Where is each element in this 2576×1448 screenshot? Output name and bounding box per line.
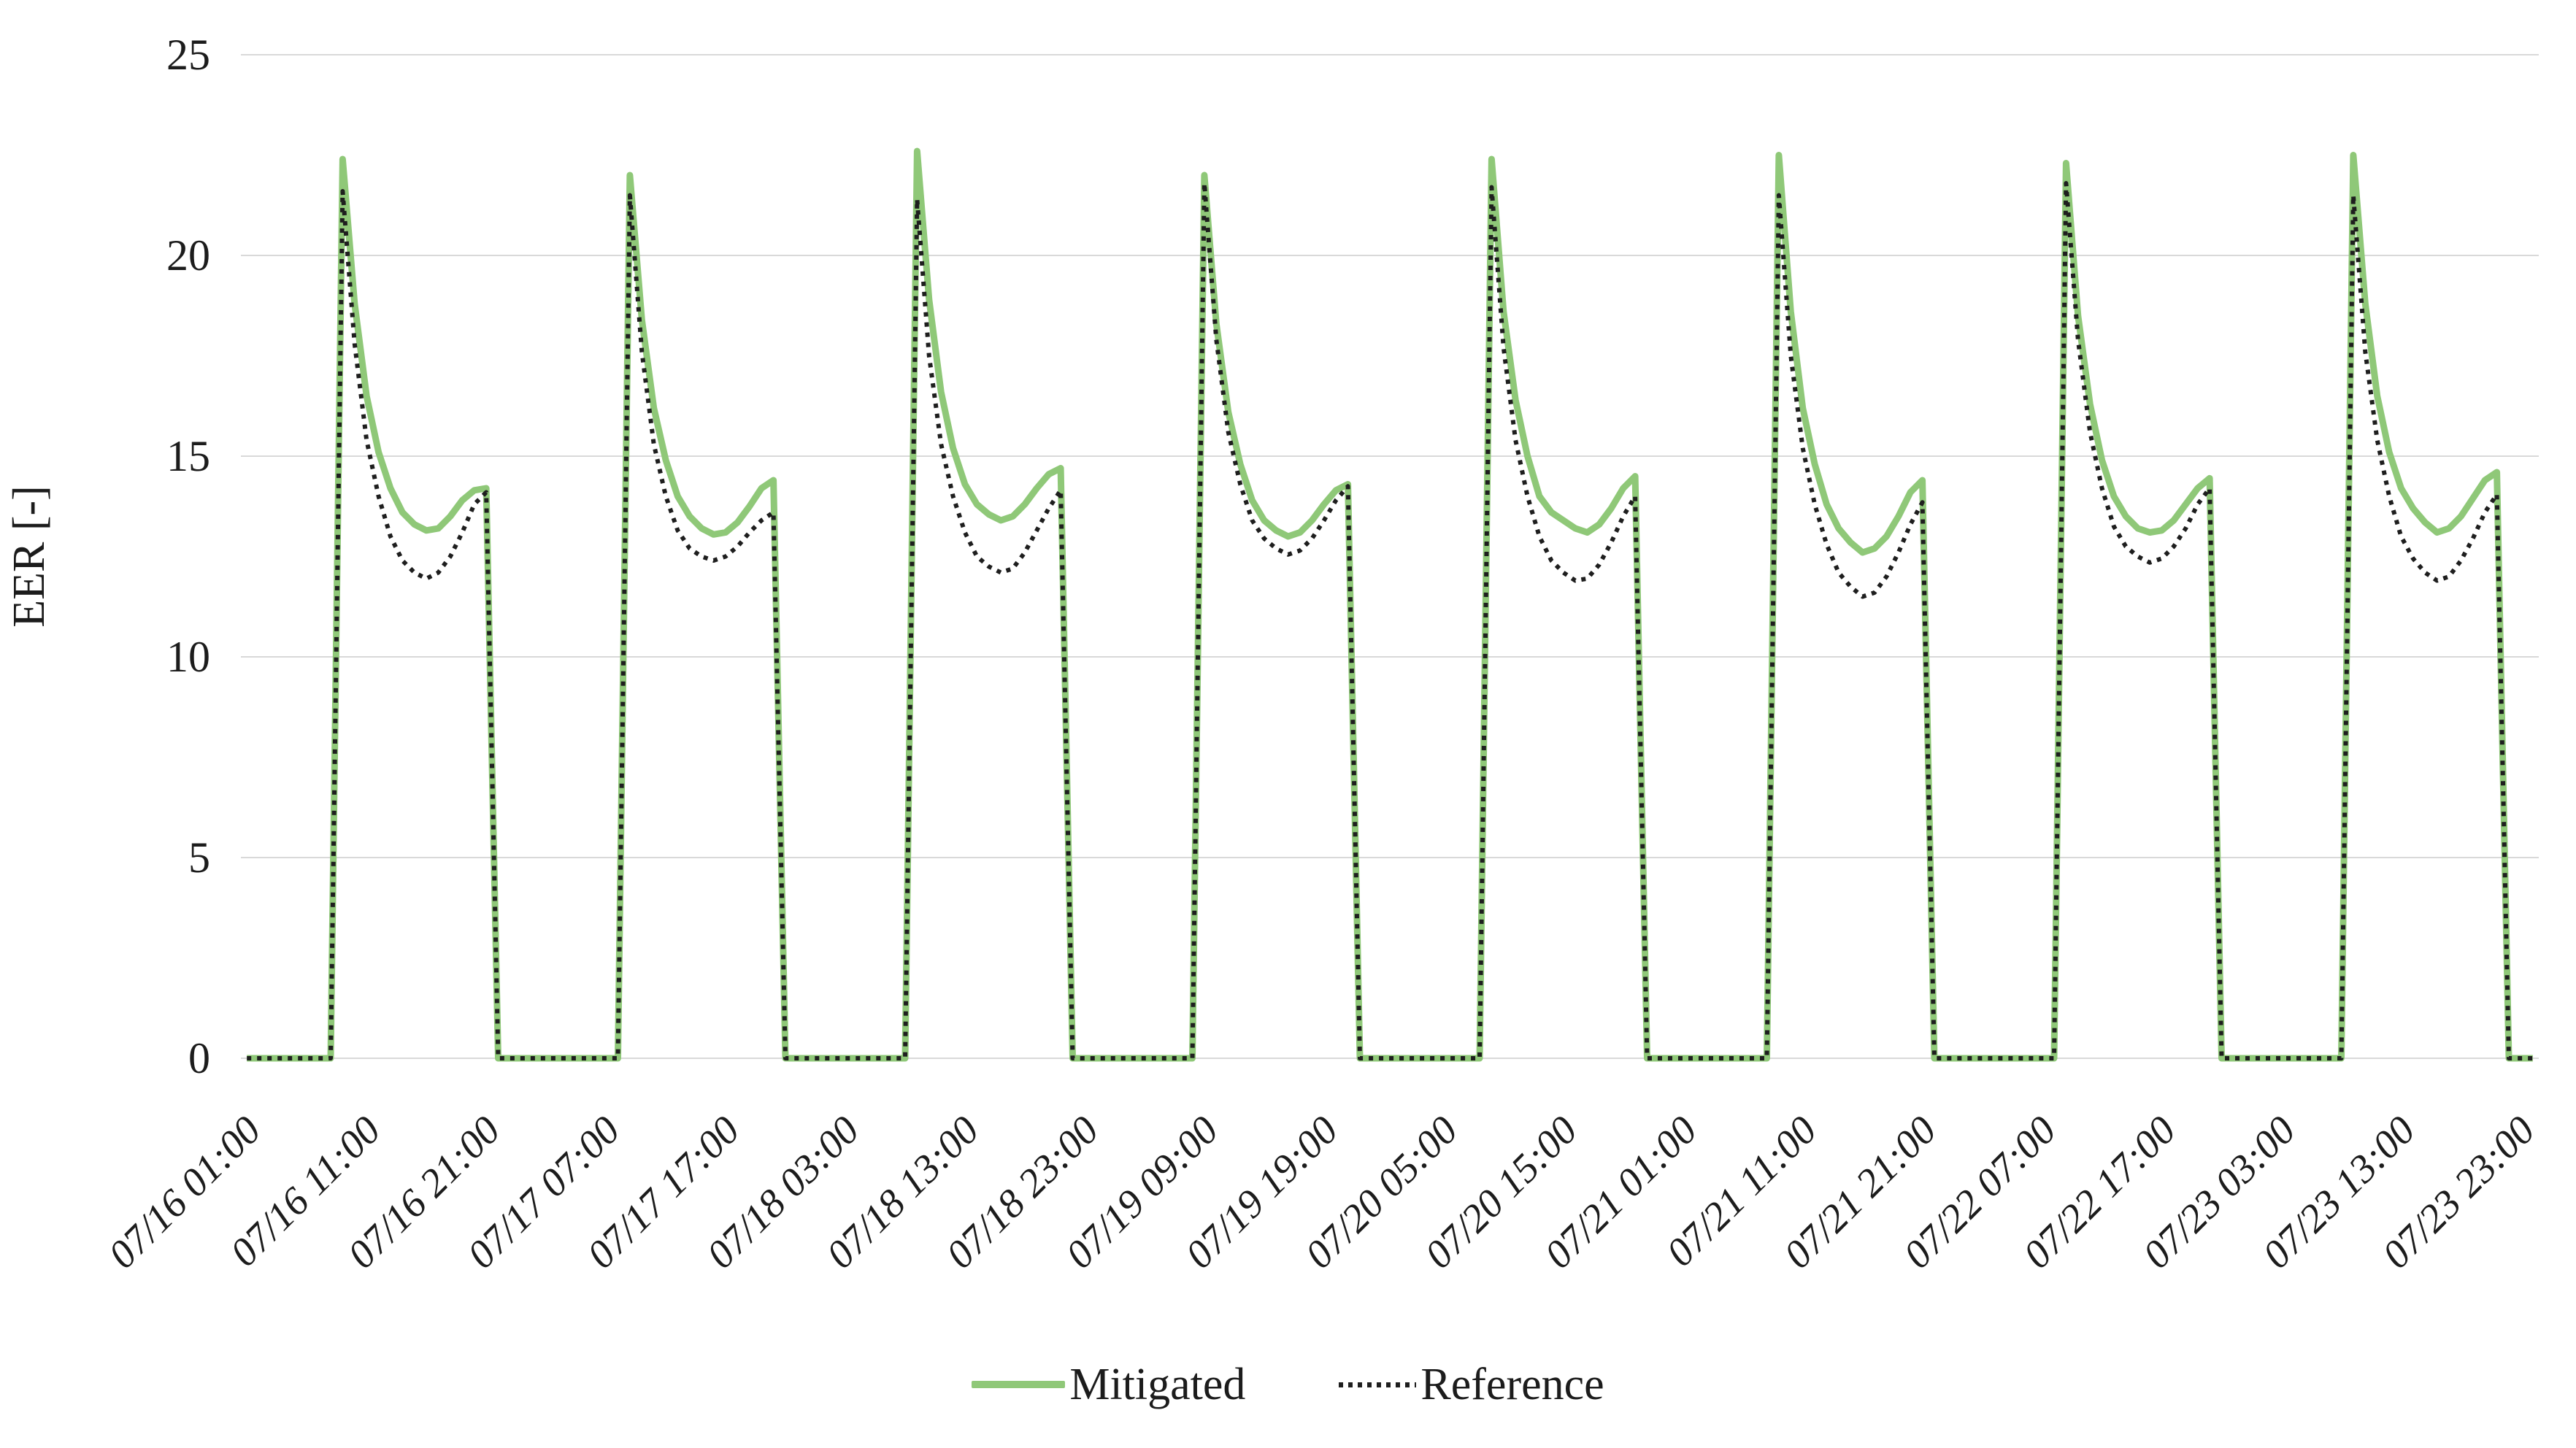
y-tick-label-5: 5 bbox=[188, 833, 210, 882]
y-axis-title: EER [-] bbox=[4, 485, 54, 628]
y-tick-label-10: 10 bbox=[166, 633, 210, 681]
reference-line-swatch bbox=[1339, 1382, 1417, 1387]
y-tick-label-0: 0 bbox=[188, 1034, 210, 1082]
legend-item-reference: Reference bbox=[1339, 1359, 1604, 1411]
y-tick-label-25: 25 bbox=[166, 31, 210, 79]
chart-legend: Mitigated Reference bbox=[0, 1344, 2576, 1425]
legend-label-mitigated: Mitigated bbox=[1069, 1359, 1246, 1409]
y-tick-label-15: 15 bbox=[166, 432, 210, 480]
series-line-mitigated bbox=[247, 147, 2533, 1062]
y-tick-label-20: 20 bbox=[166, 231, 210, 280]
legend-label-reference: Reference bbox=[1420, 1359, 1604, 1409]
series-line-reference bbox=[247, 181, 2533, 1060]
legend-item-mitigated: Mitigated bbox=[972, 1359, 1245, 1411]
mitigated-line-swatch bbox=[972, 1381, 1066, 1388]
